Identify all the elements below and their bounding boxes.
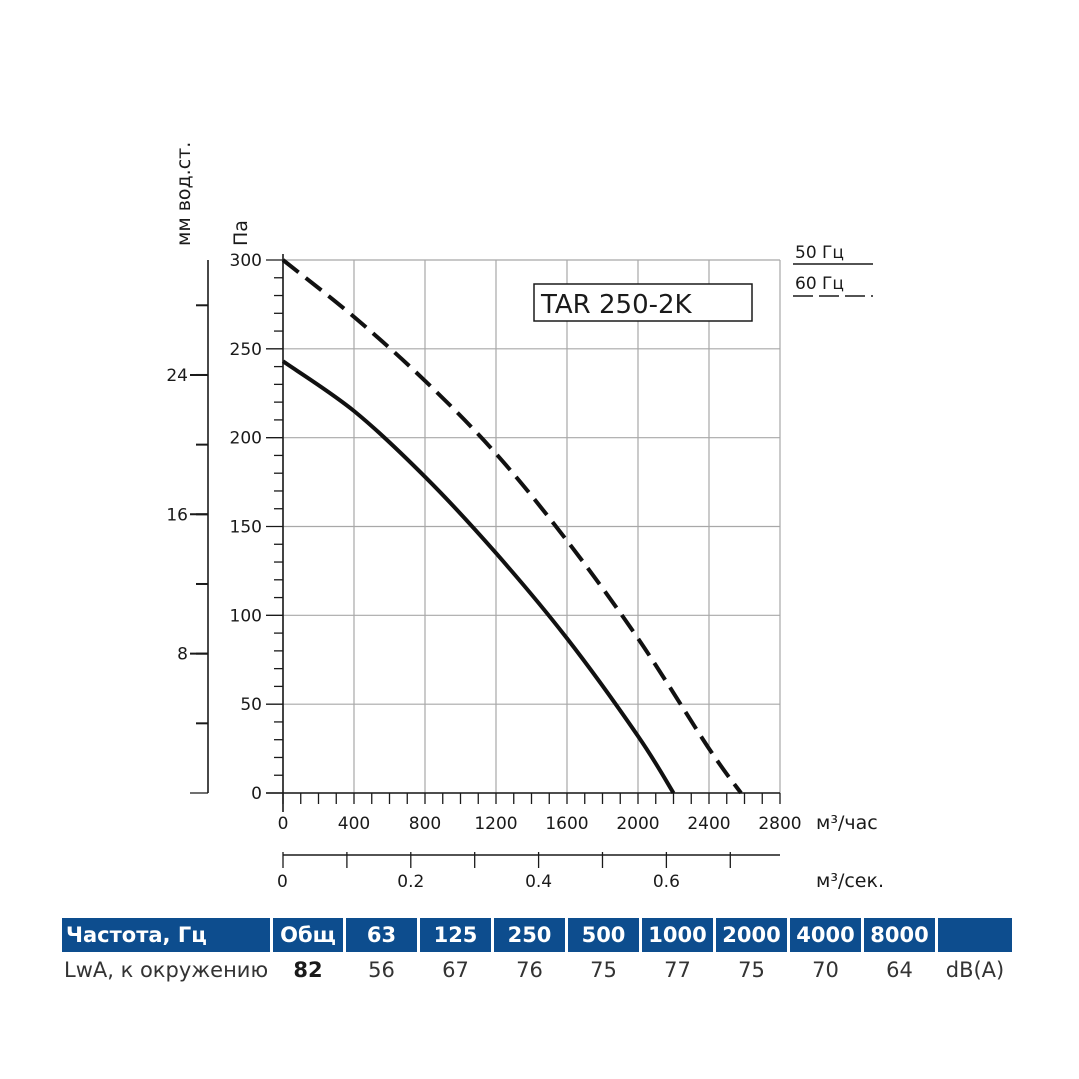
row-value-2000: 75 [738,958,765,982]
row-value-250: 76 [516,958,543,982]
secondary-x-tick-label: 0.4 [525,872,552,892]
header-250: 250 [494,918,565,952]
secondary-x-tick-label: 0 [277,872,288,892]
row-value-63: 56 [368,958,395,982]
header-total: Общ [273,918,343,952]
header-frequency: Частота, Гц [62,918,270,952]
secondary-x-tick-label: 0.6 [653,872,680,892]
y-axis-label-pa: Па [230,220,252,246]
secondary-x-tick-label: 0.2 [397,872,424,892]
x-tick-label: 1600 [545,814,588,834]
x-axis-label-m3h: м³/час [816,812,878,834]
legend-label-50hz: 50 Гц [795,243,844,263]
x-tick-label: 2800 [758,814,801,834]
row-unit: dB(A) [945,958,1005,982]
row-value-4000: 70 [812,958,839,982]
sound-power-table: Частота, Гц Общ 63 125 250 500 1000 2000… [59,918,1015,988]
y-tick-label: 250 [230,340,262,360]
header-2000: 2000 [716,918,787,952]
series-line-60hz [281,258,743,795]
header-4000: 4000 [790,918,861,952]
tick-labels: 0 400 800 1200 1600 2000 2400 2800 0 50 100 150 200 2… [166,251,801,892]
minor-ticks [190,259,781,868]
y-tick-label: 300 [230,251,262,271]
header-8000: 8000 [864,918,935,952]
y-tick-label: 0 [251,784,262,804]
y-tick-label: 150 [230,518,262,538]
series-layer [281,258,743,795]
chart-axes [190,254,780,856]
y-tick-label: 100 [230,606,262,626]
row-value-500: 75 [590,958,617,982]
header-1000: 1000 [642,918,713,952]
row-total: 82 [293,958,323,982]
table-row: LwA, к окружению 82 56 67 76 75 77 75 70… [62,952,1012,988]
x-tick-label: 2400 [687,814,730,834]
secondary-y-tick-label: 8 [177,645,188,665]
secondary-y-tick-label: 16 [166,505,188,525]
x-tick-label: 0 [278,814,289,834]
secondary-y-tick-label: 24 [166,366,188,386]
x-tick-label: 2000 [616,814,659,834]
x-tick-label: 800 [409,814,441,834]
header-unit [938,918,1012,952]
row-value-1000: 77 [664,958,691,982]
legend: 50 Гц 60 Гц [793,243,873,297]
table-header-row: Частота, Гц Общ 63 125 250 500 1000 2000… [62,918,1012,952]
row-value-8000: 64 [886,958,913,982]
x-axis-label-m3s: м³/сек. [816,870,884,892]
x-tick-label: 400 [338,814,370,834]
y-axis-label-mm: мм вод.ст. [173,142,195,246]
x-tick-label: 1200 [474,814,517,834]
y-tick-label: 200 [230,429,262,449]
header-63: 63 [346,918,417,952]
row-label: LwA, к окружению [64,958,269,982]
model-name: TAR 250-2K [540,290,693,320]
y-tick-label: 50 [240,695,262,715]
row-value-125: 67 [442,958,469,982]
header-500: 500 [568,918,639,952]
model-box: TAR 250-2K [533,283,753,322]
legend-label-60hz: 60 Гц [795,274,844,294]
fan-performance-chart: 0 400 800 1200 1600 2000 2400 2800 0 50 100 150 200 2… [166,142,884,892]
series-line-50hz [281,359,676,795]
header-125: 125 [420,918,491,952]
chart-grid [282,259,781,794]
